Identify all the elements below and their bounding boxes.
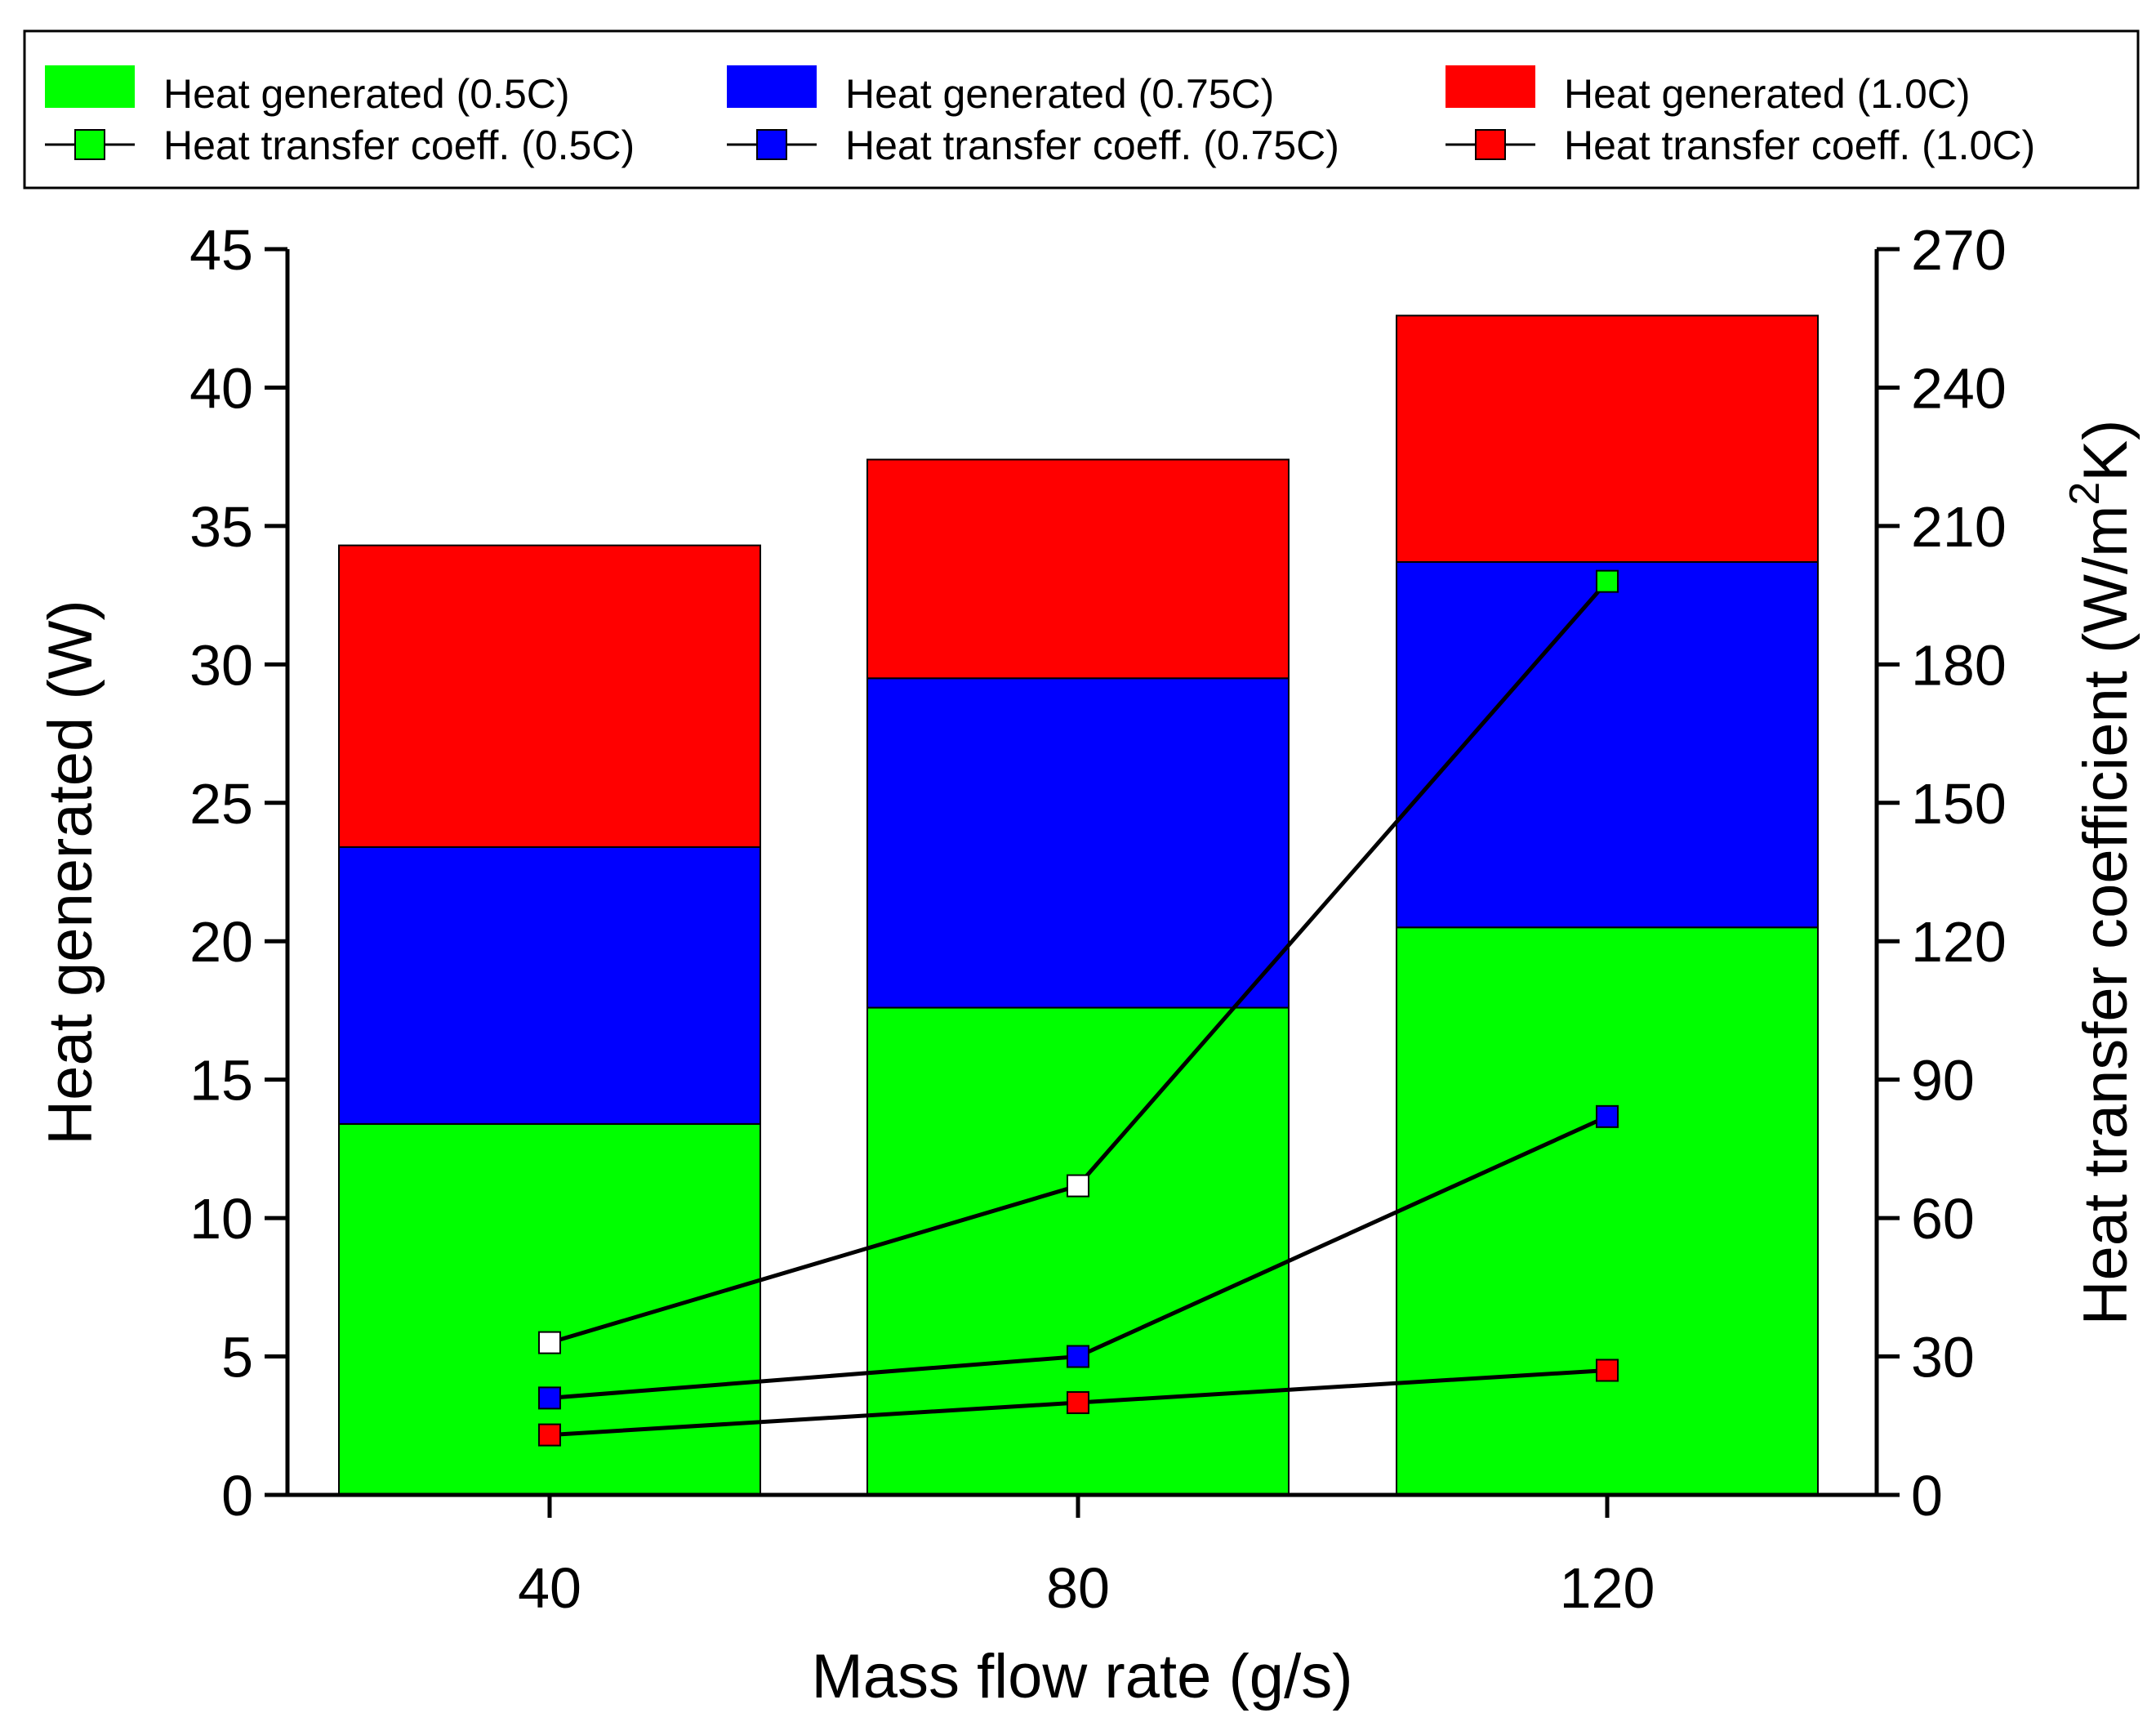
marker-series-0-120 bbox=[1596, 569, 1619, 593]
marker-series-0-80 bbox=[1067, 1174, 1089, 1198]
legend-swatch-bar-0 bbox=[45, 65, 135, 108]
marker-series-0-40 bbox=[538, 1331, 561, 1354]
bar-group bbox=[338, 315, 1819, 1497]
marker-series-2-40 bbox=[538, 1423, 561, 1447]
y2-tick-label-120: 120 bbox=[1911, 910, 2007, 974]
legend-swatch-bar-2 bbox=[1446, 65, 1535, 108]
x-axis-title: Mass flow rate (g/s) bbox=[811, 1642, 1352, 1711]
y2-tick-label-90: 90 bbox=[1911, 1049, 1975, 1113]
y-tick-label-25: 25 bbox=[189, 772, 253, 836]
legend-marker-2 bbox=[1475, 129, 1506, 160]
bar-80-series-2 bbox=[866, 458, 1290, 680]
marker-series-1-120 bbox=[1596, 1104, 1619, 1128]
legend-swatch-bar-1 bbox=[727, 65, 817, 108]
y-tick-label-35: 35 bbox=[189, 495, 253, 559]
legend-marker-0 bbox=[74, 129, 105, 160]
bar-80-series-0 bbox=[866, 1006, 1290, 1496]
legend-entries: Heat generated (0.5C) Heat generated (0.7… bbox=[45, 65, 2035, 168]
y-tick-label-0: 0 bbox=[221, 1464, 253, 1528]
y2-tick-label-210: 210 bbox=[1911, 495, 2007, 559]
bar-80-series-1 bbox=[866, 677, 1290, 1009]
y2-tick-label-240: 240 bbox=[1911, 356, 2007, 420]
y2-axis-title-sup: 2 bbox=[2061, 482, 2109, 506]
legend-label-line-1: Heat transfer coeff. (0.75C) bbox=[845, 123, 1339, 168]
y2-tick-label-30: 30 bbox=[1911, 1326, 1975, 1390]
bar-40-series-2 bbox=[338, 544, 761, 848]
marker-series-1-40 bbox=[538, 1386, 561, 1410]
bar-120-series-2 bbox=[1396, 315, 1819, 563]
y-tick-label-45: 45 bbox=[189, 218, 253, 282]
x-tick-label-120: 120 bbox=[1560, 1556, 1655, 1620]
y-tick-label-30: 30 bbox=[189, 633, 253, 697]
marker-series-2-120 bbox=[1596, 1358, 1619, 1382]
y-tick-label-10: 10 bbox=[189, 1187, 253, 1251]
legend: Heat generated (0.5C) Heat generated (0.7… bbox=[23, 29, 2140, 190]
legend-label-bar-0: Heat generated (0.5C) bbox=[163, 71, 570, 117]
y2-tick-label-270: 270 bbox=[1911, 218, 2007, 282]
y-tick-label-20: 20 bbox=[189, 910, 253, 974]
y2-tick-label-150: 150 bbox=[1911, 772, 2007, 836]
x-tick-label-80: 80 bbox=[1046, 1556, 1110, 1620]
y2-axis-title-tail: K) bbox=[2071, 420, 2140, 482]
y-tick-label-5: 5 bbox=[221, 1326, 253, 1390]
x-tick-label-40: 40 bbox=[518, 1556, 581, 1620]
y2-tick-label-180: 180 bbox=[1911, 633, 2007, 697]
bar-40-series-1 bbox=[338, 846, 761, 1125]
legend-label-bar-2: Heat generated (1.0C) bbox=[1564, 71, 1971, 117]
legend-box bbox=[23, 29, 2140, 190]
bar-120-series-1 bbox=[1396, 560, 1819, 929]
y-tick-label-40: 40 bbox=[189, 356, 253, 420]
legend-label-line-0: Heat transfer coeff. (0.5C) bbox=[163, 123, 635, 168]
ticks: 0 5 10 15 20 25 30 35 40 45 0 30 60 90 120 150 180 210 240… bbox=[189, 218, 2007, 1620]
y2-tick-label-0: 0 bbox=[1911, 1464, 1943, 1528]
marker-series-2-80 bbox=[1067, 1391, 1089, 1415]
marker-series-1-80 bbox=[1067, 1345, 1089, 1368]
y-axis-title: Heat generated (W) bbox=[36, 600, 105, 1144]
line-group bbox=[538, 569, 1619, 1447]
legend-marker-1 bbox=[756, 129, 787, 160]
y2-axis-title-main: Heat transfer coefficient (W/m bbox=[2071, 506, 2140, 1326]
bar-120-series-0 bbox=[1396, 926, 1819, 1497]
legend-label-bar-1: Heat generated (0.75C) bbox=[845, 71, 1274, 117]
y2-tick-label-60: 60 bbox=[1911, 1187, 1975, 1251]
y2-axis-title: Heat transfer coefficient (W/m2K) bbox=[2061, 420, 2140, 1326]
legend-label-line-2: Heat transfer coeff. (1.0C) bbox=[1564, 123, 2035, 168]
y-tick-label-15: 15 bbox=[189, 1049, 253, 1113]
